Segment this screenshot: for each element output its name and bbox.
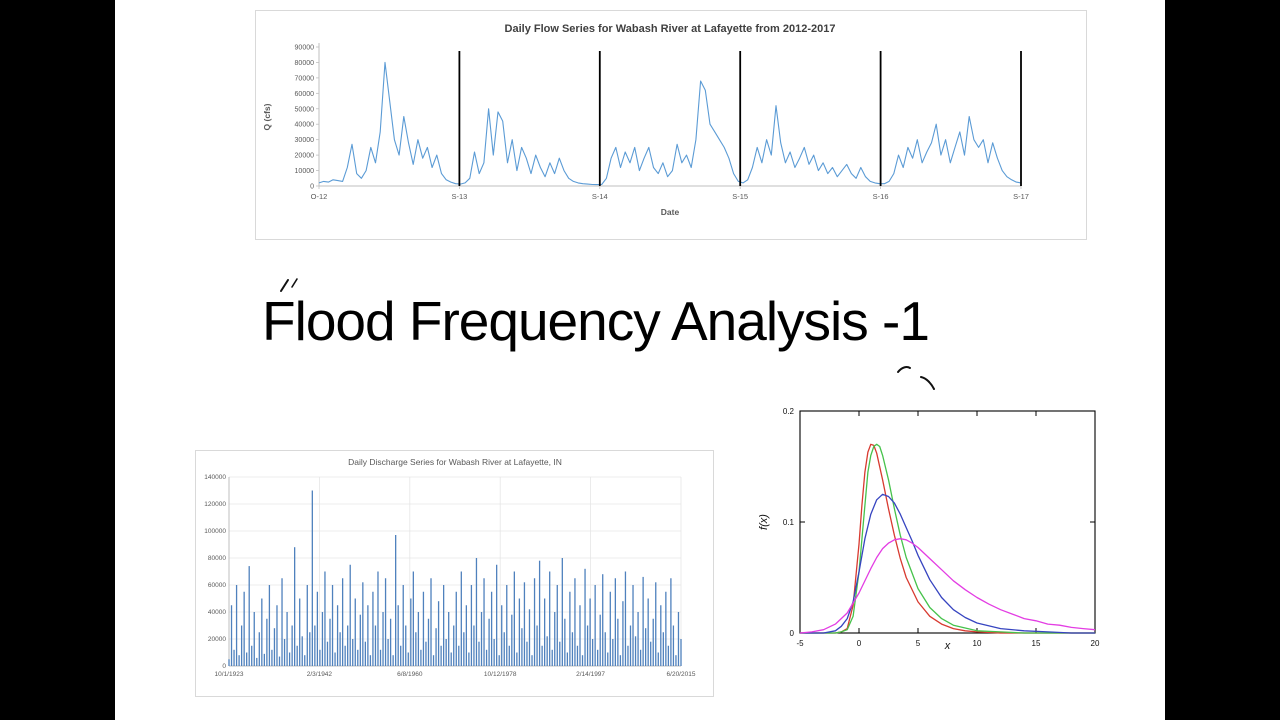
daily-discharge-chart-svg: Daily Discharge Series for Wabash River … — [204, 457, 696, 678]
daily-flow-chart: Daily Flow Series for Wabash River at La… — [255, 10, 1087, 240]
svg-text:120000: 120000 — [204, 501, 226, 508]
svg-text:O-12: O-12 — [311, 192, 328, 201]
svg-text:140000: 140000 — [204, 474, 226, 481]
svg-text:S-15: S-15 — [732, 192, 748, 201]
svg-text:80000: 80000 — [295, 60, 315, 67]
pen-mark-icon — [897, 366, 911, 373]
svg-text:6/8/1960: 6/8/1960 — [397, 671, 423, 678]
svg-text:Date: Date — [661, 207, 680, 217]
svg-text:f(x): f(x) — [758, 514, 770, 530]
svg-text:2/14/1997: 2/14/1997 — [576, 671, 605, 678]
slide-title: Flood Frequency Analysis -1 — [262, 290, 930, 352]
svg-text:S-17: S-17 — [1013, 192, 1029, 201]
svg-text:20000: 20000 — [208, 636, 226, 643]
svg-text:50000: 50000 — [295, 106, 315, 113]
svg-text:20000: 20000 — [295, 153, 315, 160]
svg-text:40000: 40000 — [295, 122, 315, 129]
svg-text:S-16: S-16 — [873, 192, 889, 201]
svg-text:-5: -5 — [796, 639, 804, 648]
pdf-curves-chart-svg: 00.10.2-5 0 5 10 15 20f(x)x — [758, 407, 1100, 652]
svg-text:90000: 90000 — [295, 45, 315, 52]
svg-text:10000: 10000 — [295, 168, 315, 175]
daily-flow-chart-svg: Daily Flow Series for Wabash River at La… — [262, 23, 1029, 217]
presentation-slide: Daily Flow Series for Wabash River at La… — [115, 0, 1165, 720]
svg-text:x: x — [944, 640, 951, 652]
svg-text:Daily Flow Series for Wabash R: Daily Flow Series for Wabash River at La… — [505, 23, 836, 35]
svg-text:10: 10 — [973, 639, 982, 648]
svg-text:Daily Discharge Series for Wab: Daily Discharge Series for Wabash River … — [348, 457, 562, 467]
svg-text:5: 5 — [916, 639, 921, 648]
svg-text:0.1: 0.1 — [783, 518, 795, 527]
svg-text:0: 0 — [790, 629, 795, 638]
svg-text:60000: 60000 — [295, 91, 315, 98]
pen-mark-icon — [920, 376, 935, 390]
svg-text:0: 0 — [222, 663, 226, 670]
svg-text:60000: 60000 — [208, 582, 226, 589]
svg-text:0: 0 — [310, 184, 314, 191]
svg-text:Q (cfs): Q (cfs) — [262, 103, 272, 130]
svg-text:80000: 80000 — [208, 555, 226, 562]
svg-text:15: 15 — [1032, 639, 1041, 648]
pdf-curves-chart: 0 0.1 0.2 -5 0 5 10 15 20 f(x) x — [745, 393, 1115, 670]
svg-text:2/3/1942: 2/3/1942 — [307, 671, 333, 678]
svg-text:S-13: S-13 — [451, 192, 467, 201]
pen-mark-icon — [291, 278, 298, 288]
svg-text:10/1/1923: 10/1/1923 — [215, 671, 244, 678]
svg-text:S-14: S-14 — [592, 192, 608, 201]
svg-text:40000: 40000 — [208, 609, 226, 616]
daily-discharge-chart: Daily Discharge Series for Wabash River … — [195, 450, 714, 697]
svg-text:70000: 70000 — [295, 75, 315, 82]
svg-text:20: 20 — [1091, 639, 1100, 648]
svg-text:30000: 30000 — [295, 137, 315, 144]
svg-text:0.2: 0.2 — [783, 407, 795, 416]
svg-text:6/20/2015: 6/20/2015 — [667, 671, 696, 678]
svg-text:100000: 100000 — [204, 528, 226, 535]
svg-text:0: 0 — [857, 639, 862, 648]
svg-text:10/12/1978: 10/12/1978 — [484, 671, 517, 678]
